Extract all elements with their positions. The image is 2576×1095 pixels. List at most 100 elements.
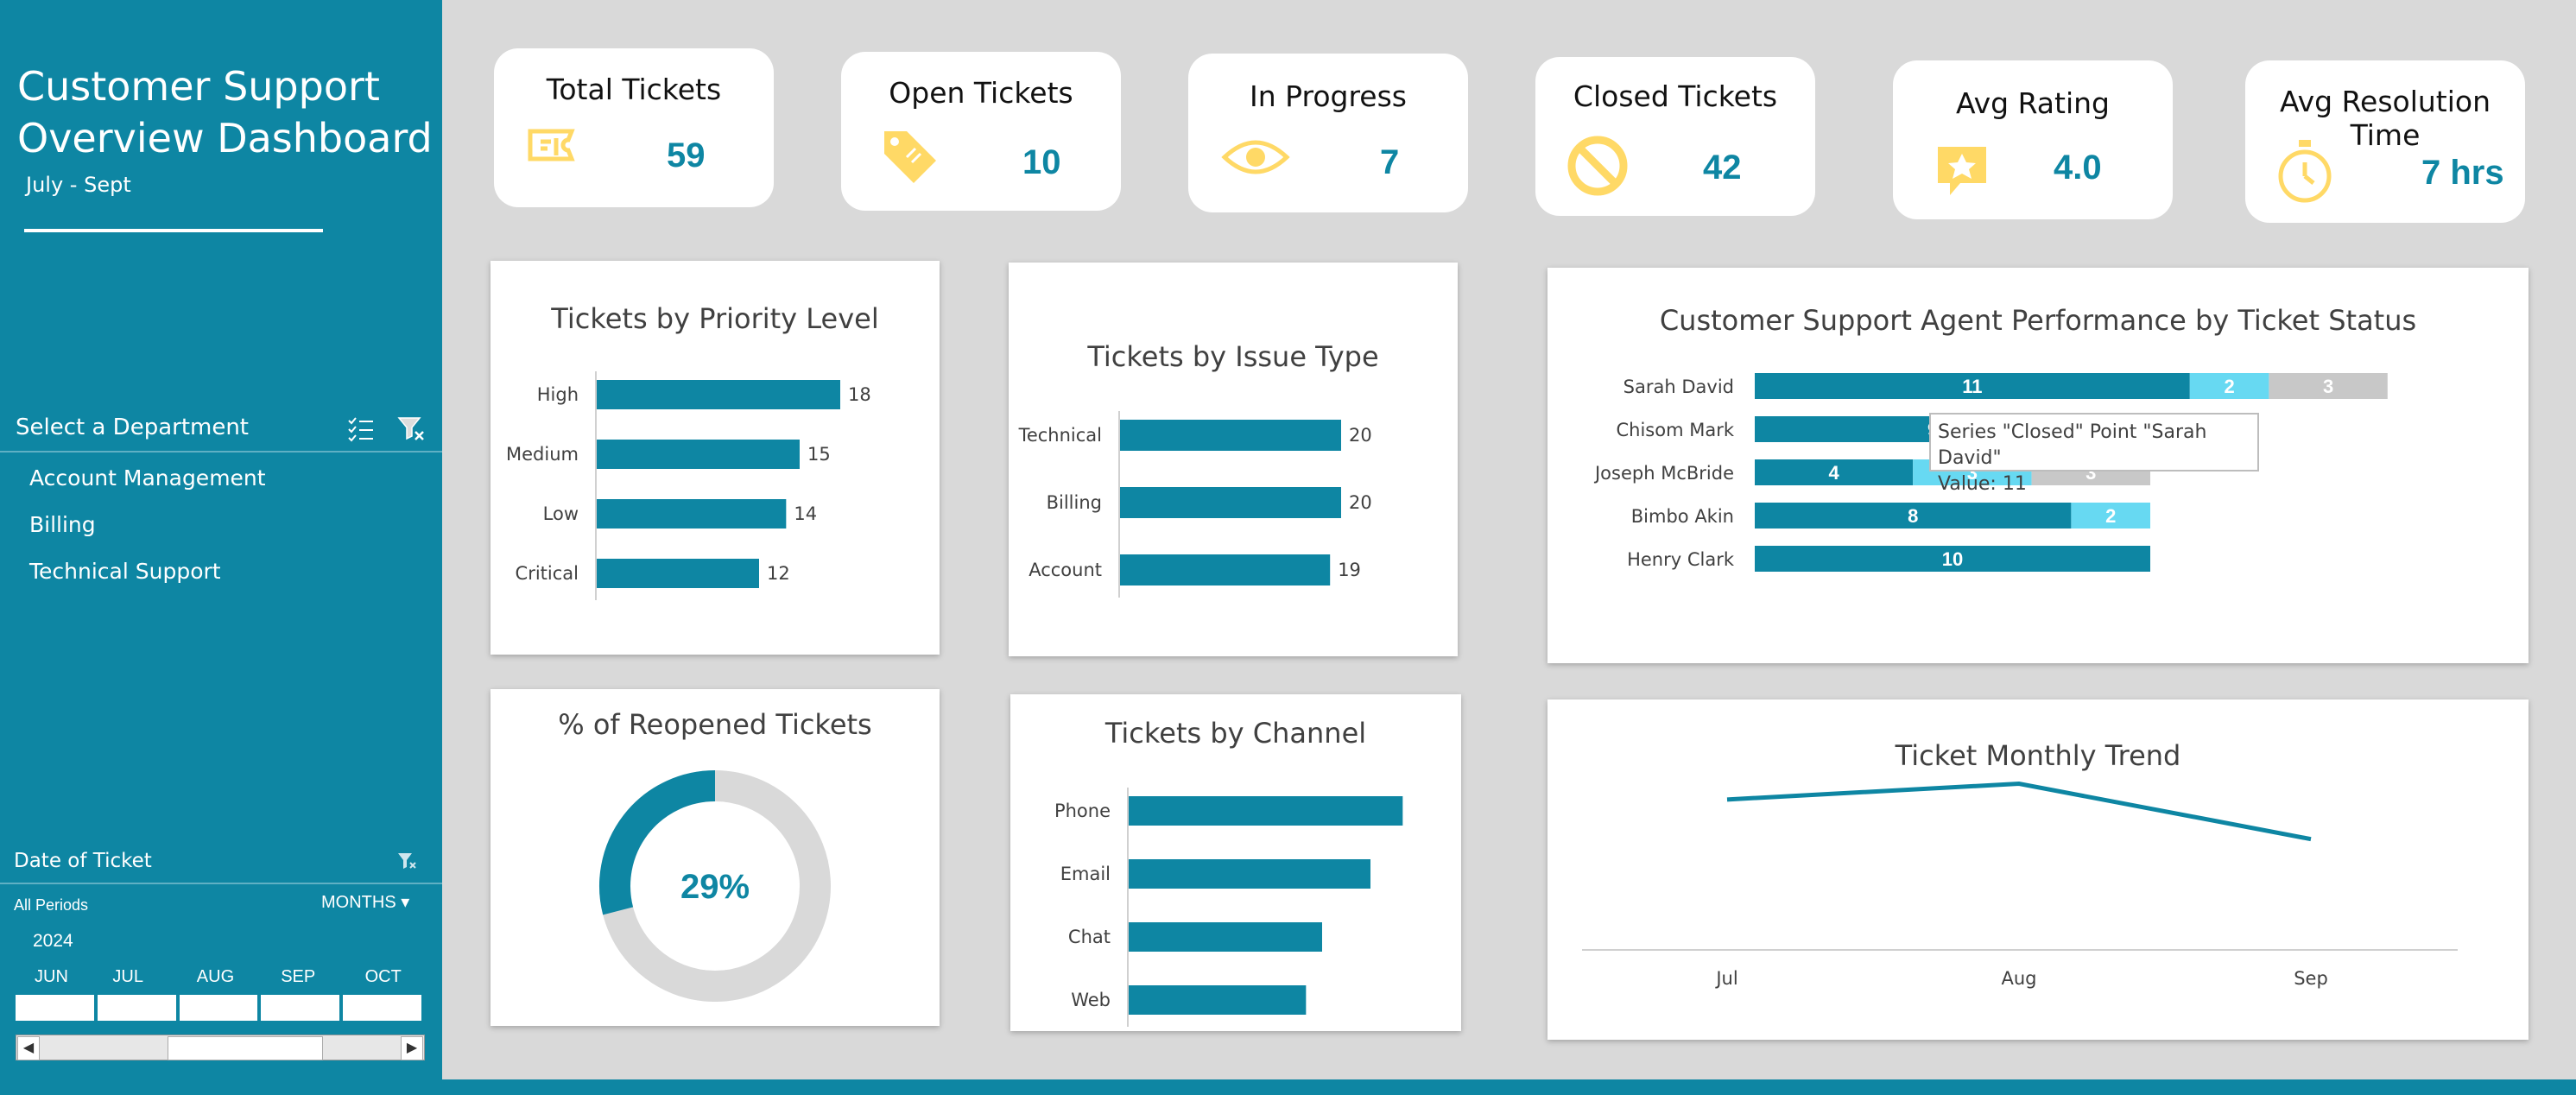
kpi-label: Total Tickets [546, 73, 722, 106]
kpi-label: Closed Tickets [1573, 79, 1778, 113]
segment-closed[interactable] [1755, 373, 2190, 399]
category-label: Technical [1018, 425, 1102, 446]
kpi-value: 10 [1022, 143, 1061, 181]
segment-open[interactable] [2269, 373, 2388, 399]
timeline-cell-oct[interactable] [343, 995, 421, 1021]
timeline-month-label: JUL [112, 967, 143, 986]
bar-critical[interactable] [597, 559, 759, 588]
chart-title: Tickets by Priority Level [551, 302, 879, 335]
timeline-cell-sep[interactable] [261, 995, 340, 1021]
timeline-bar [16, 995, 421, 1021]
bar-phone[interactable] [1129, 796, 1403, 826]
category-label: Chat [1068, 927, 1111, 947]
monthly-trend-line-chart: Jul Aug Sep [1582, 781, 2458, 989]
agent-label: Joseph McBride [1593, 463, 1734, 484]
clear-filter-icon[interactable] [396, 413, 427, 444]
agent-label: Chisom Mark [1616, 420, 1734, 440]
timeline-cell-jun[interactable] [16, 995, 94, 1021]
scroll-right-icon[interactable]: ▶ [401, 1036, 423, 1060]
segment-closed[interactable] [1755, 459, 1914, 485]
kpi-value: 7 [1380, 143, 1400, 181]
tooltip-value: Value: 11 [1938, 473, 2027, 495]
category-label: Email [1060, 864, 1111, 884]
sidebar: Customer Support Overview Dashboard July… [0, 0, 442, 1079]
department-list: Account Management Billing Technical Sup… [29, 459, 266, 599]
segment-value-label: 4 [1828, 462, 1839, 484]
segment-in-progress[interactable] [2071, 503, 2150, 529]
kpi-avg-resolution-time: Avg Resolution Time 7 hrs [2245, 60, 2525, 223]
timeline-cell-aug[interactable] [179, 995, 258, 1021]
month-label: Aug [2001, 968, 2036, 989]
department-slicer-header: Select a Department [0, 406, 442, 453]
segment-value-label: 8 [1908, 505, 1918, 527]
bar-web[interactable] [1129, 985, 1307, 1015]
timeline-scroll-thumb[interactable] [168, 1036, 323, 1060]
priority-bar-chart: High 18 Medium 15 Low 14 Critical 12 [506, 371, 871, 600]
date-range-subtitle: July - Sept [26, 173, 131, 197]
kpi-closed-tickets: Closed Tickets 42 [1535, 57, 1815, 216]
priority-chart-card[interactable]: Tickets by Priority Level High 18 Medium 15… [491, 261, 940, 655]
scroll-left-icon[interactable]: ◀ [17, 1036, 40, 1060]
kpi-value: 59 [667, 136, 706, 174]
timeline-month-label: OCT [364, 967, 402, 986]
channel-chart-card[interactable]: Tickets by Channel Phone Email Chat Web [1010, 694, 1461, 1031]
prohibited-icon [1567, 136, 1628, 196]
kpi-value: 42 [1703, 149, 1742, 187]
multi-select-icon[interactable] [345, 413, 377, 444]
timeline-header: Date of Ticket [0, 848, 442, 884]
bar-technical[interactable] [1120, 420, 1341, 451]
trend-line[interactable] [1726, 781, 2312, 842]
value-label: 20 [1349, 425, 1372, 446]
eye-icon [1221, 140, 1290, 174]
agent-label: Sarah David [1623, 377, 1734, 397]
agent-performance-chart-card[interactable]: Customer Support Agent Performance by Ti… [1547, 268, 2529, 900]
kpi-open-tickets: Open Tickets 10 [841, 52, 1121, 211]
value-label: 19 [1338, 560, 1361, 580]
bar-low[interactable] [597, 499, 787, 529]
segment-in-progress[interactable] [2189, 373, 2269, 399]
segment-value-label: 11 [1962, 376, 1982, 397]
bottom-bar-left [0, 1079, 442, 1095]
category-label: Phone [1054, 801, 1111, 821]
timeline-clear-filter-icon[interactable] [396, 850, 418, 872]
monthly-trend-chart-card[interactable]: Ticket Monthly Trend Jul Aug Sep [1547, 699, 2529, 1040]
bar-medium[interactable] [597, 440, 800, 469]
agent-label: Bimbo Akin [1631, 506, 1734, 527]
chart-tooltip: Series "Closed" Point "Sarah David" Valu… [1929, 413, 2259, 495]
donut-reopened-slice[interactable] [599, 770, 716, 915]
issue-type-chart-card[interactable]: Tickets by Issue Type Technical 20 Billing… [1009, 263, 1458, 656]
segment-closed[interactable] [1755, 503, 2072, 529]
segment-value-label: 3 [2323, 376, 2333, 397]
value-label: 14 [794, 503, 817, 524]
department-item-account-management[interactable]: Account Management [29, 465, 266, 491]
segment-closed[interactable] [1755, 546, 2150, 572]
reopened-donut-chart: 29% [599, 770, 831, 1002]
month-label: Sep [2294, 968, 2328, 989]
bar-high[interactable] [597, 380, 840, 409]
title-divider [24, 229, 323, 232]
value-label: 12 [767, 563, 790, 584]
bar-account[interactable] [1120, 554, 1331, 585]
value-label: 20 [1349, 492, 1372, 513]
reopened-chart-card[interactable]: % of Reopened Tickets 29% [491, 689, 940, 1026]
timeline-month-label: JUN [35, 967, 68, 986]
timeline-cell-jul[interactable] [97, 995, 176, 1021]
kpi-in-progress: In Progress 7 [1188, 54, 1468, 212]
kpi-total-tickets: Total Tickets 59 [494, 48, 774, 207]
kpi-label: Avg Resolution Time [2279, 85, 2491, 152]
category-label: Billing [1047, 492, 1102, 513]
department-item-billing[interactable]: Billing [29, 512, 96, 537]
timeline-unit-dropdown[interactable]: MONTHS ▾ [321, 891, 409, 913]
department-item-technical-support[interactable]: Technical Support [29, 559, 221, 584]
bar-chat[interactable] [1129, 922, 1322, 952]
category-label: Low [543, 503, 579, 524]
kpi-value: 7 hrs [2421, 154, 2504, 192]
timeline-period-label: All Periods [14, 896, 89, 914]
kpi-label: Open Tickets [889, 76, 1073, 110]
department-slicer-title: Select a Department [16, 415, 250, 440]
bar-email[interactable] [1129, 859, 1370, 889]
star-comment-icon [1938, 147, 1986, 195]
bar-billing[interactable] [1120, 487, 1341, 518]
value-label: 15 [807, 444, 831, 465]
